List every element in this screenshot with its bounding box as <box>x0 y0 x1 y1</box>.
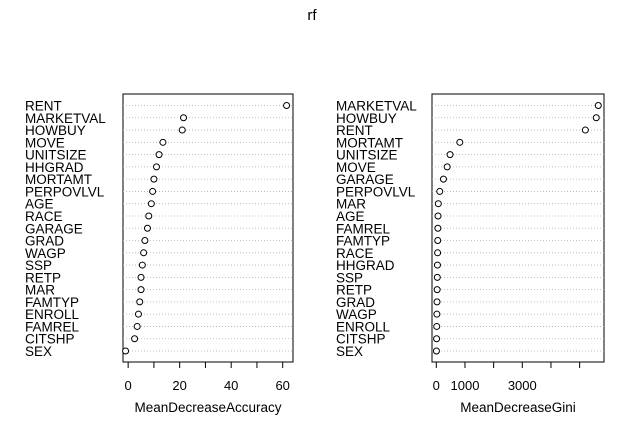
category-label: RENT <box>336 123 373 138</box>
data-point <box>433 322 441 330</box>
data-point <box>147 200 155 208</box>
data-point <box>434 237 442 245</box>
category-label: ENROLL <box>336 319 391 334</box>
category-label: PERPOVLVL <box>25 184 105 199</box>
x-axis-label: MeanDecreaseAccuracy <box>134 400 281 415</box>
data-point <box>446 151 454 159</box>
data-point <box>136 298 144 306</box>
category-label: MOVE <box>25 135 65 150</box>
data-point <box>137 286 145 294</box>
category-label: FAMREL <box>336 221 391 236</box>
x-tick-label: 1000 <box>451 378 480 393</box>
category-label: FAMTYP <box>25 295 79 310</box>
data-point <box>592 114 600 122</box>
data-point <box>436 187 444 195</box>
category-label: FAMREL <box>25 319 80 334</box>
x-tick-label: 3000 <box>508 378 537 393</box>
category-label: SSP <box>336 270 363 285</box>
data-point <box>433 273 441 281</box>
x-axis-label: MeanDecreaseGini <box>460 400 576 415</box>
category-label: SEX <box>25 344 52 359</box>
data-point <box>138 261 146 269</box>
data-point <box>434 200 442 208</box>
category-label: RACE <box>25 209 63 224</box>
category-label: RACE <box>336 246 374 261</box>
data-point <box>155 151 163 159</box>
category-label: SEX <box>336 344 363 359</box>
data-point <box>439 175 447 183</box>
category-label: PERPOVLVL <box>336 184 416 199</box>
data-point <box>443 163 451 171</box>
category-label: CITSHP <box>25 332 75 347</box>
category-label: HHGRAD <box>25 160 84 175</box>
category-label: HHGRAD <box>336 258 395 273</box>
category-label: HOWBUY <box>25 123 86 138</box>
data-point <box>150 175 158 183</box>
accuracy-panel: RENTMARKETVALHOWBUYMOVEUNITSIZEHHGRADMOR… <box>25 93 294 415</box>
category-label: WAGP <box>25 246 66 261</box>
category-label: GRAD <box>25 234 64 249</box>
x-tick-label: 60 <box>275 378 289 393</box>
gini-panel: MARKETVALHOWBUYRENTMORTAMTUNITSIZEMOVEGA… <box>336 93 605 415</box>
plot-frame <box>431 93 605 363</box>
data-point <box>134 310 142 318</box>
data-point <box>141 237 149 245</box>
category-label: MARKETVAL <box>25 111 106 126</box>
category-label: MARKETVAL <box>336 99 417 114</box>
data-point <box>433 310 441 318</box>
data-point <box>434 249 442 257</box>
data-point <box>433 298 441 306</box>
category-label: UNITSIZE <box>336 148 398 163</box>
category-label: CITSHP <box>336 332 386 347</box>
category-label: SSP <box>25 258 52 273</box>
data-point <box>149 187 157 195</box>
data-point <box>594 102 602 109</box>
category-label: RENT <box>25 99 62 114</box>
category-label: HOWBUY <box>336 111 397 126</box>
category-label: RETP <box>336 283 372 298</box>
category-label: GRAD <box>336 295 375 310</box>
data-point <box>581 126 589 134</box>
category-label: MOVE <box>336 160 376 175</box>
data-point <box>433 335 441 343</box>
category-label: GARAGE <box>336 172 394 187</box>
x-tick-label: 0 <box>125 378 132 393</box>
category-label: RETP <box>25 270 61 285</box>
category-label: AGE <box>25 197 54 212</box>
category-label: FAMTYP <box>336 234 390 249</box>
category-label: AGE <box>336 209 365 224</box>
data-point <box>456 138 464 146</box>
data-point <box>137 273 145 281</box>
category-label: UNITSIZE <box>25 148 87 163</box>
data-point <box>432 347 440 355</box>
data-point <box>159 138 167 146</box>
data-point <box>178 126 186 134</box>
x-tick-label: 20 <box>172 378 186 393</box>
category-label: ENROLL <box>25 307 80 322</box>
x-tick-label: 40 <box>224 378 238 393</box>
data-point <box>122 347 130 355</box>
data-point <box>433 261 441 269</box>
data-point <box>434 212 442 220</box>
data-point <box>143 224 151 232</box>
category-label: MAR <box>25 283 55 298</box>
data-point <box>283 102 291 109</box>
data-point <box>152 163 160 171</box>
data-point <box>131 335 139 343</box>
category-label: GARAGE <box>25 221 83 236</box>
figure-title: rf <box>307 7 317 24</box>
category-label: MORTAMT <box>25 172 92 187</box>
category-label: MORTAMT <box>336 135 403 150</box>
data-point <box>180 114 188 122</box>
category-label: WAGP <box>336 307 377 322</box>
category-label: MAR <box>336 197 366 212</box>
data-point <box>133 322 141 330</box>
x-tick-label: 0 <box>433 378 440 393</box>
data-point <box>140 249 148 257</box>
data-point <box>433 286 441 294</box>
data-point <box>145 212 153 220</box>
data-point <box>434 224 442 232</box>
